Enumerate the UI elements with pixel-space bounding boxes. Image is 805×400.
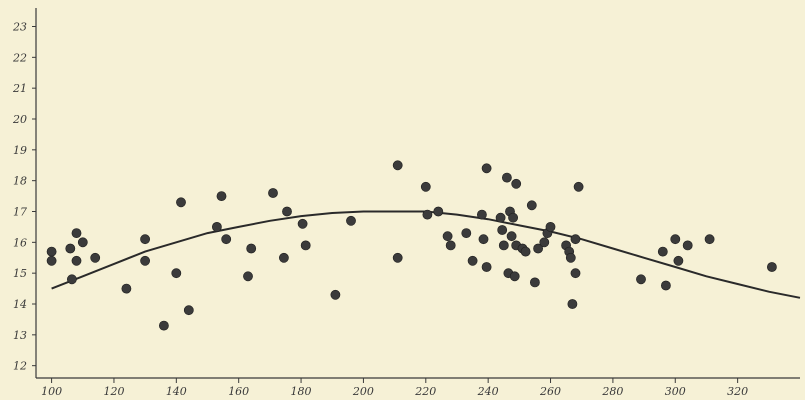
data-point: [71, 255, 82, 266]
data-point: [330, 289, 341, 300]
x-tick-label: 200: [352, 385, 374, 398]
data-point: [46, 246, 57, 257]
data-point: [246, 243, 257, 254]
data-point: [140, 234, 150, 245]
data-point: [661, 280, 671, 291]
data-point: [140, 255, 150, 266]
y-axis-ticks: 12 13 14 15 16 17 18 19 20 21 22 23: [12, 21, 36, 373]
data-point: [282, 206, 292, 217]
data-point: [467, 255, 478, 266]
y-tick-label: 21: [12, 82, 27, 95]
data-point: [476, 209, 487, 220]
data-point: [171, 268, 182, 279]
data-point: [570, 268, 581, 279]
data-point: [501, 172, 512, 183]
y-tick-label: 12: [13, 360, 27, 373]
data-point: [346, 215, 356, 226]
data-point: [526, 200, 537, 211]
data-point: [498, 240, 509, 251]
data-point: [300, 240, 311, 251]
data-point: [442, 231, 453, 242]
data-point: [481, 262, 492, 272]
data-point: [506, 231, 517, 242]
x-tick-label: 280: [601, 385, 623, 398]
data-point: [216, 191, 227, 201]
data-point: [433, 206, 444, 217]
data-point: [243, 271, 253, 282]
x-tick-label: 260: [539, 385, 561, 398]
y-tick-label: 13: [13, 329, 27, 342]
data-point: [392, 160, 403, 171]
data-point: [422, 209, 433, 220]
y-tick-label: 20: [12, 113, 27, 126]
y-tick-label: 14: [13, 298, 27, 311]
x-tick-label: 160: [228, 385, 249, 398]
x-tick-label: 100: [41, 385, 62, 398]
data-point: [570, 234, 581, 245]
x-axis-ticks: 100 120 140 160 180 200 220 240 260 280 300 320: [41, 378, 748, 398]
y-tick-label: 18: [13, 175, 27, 188]
data-point: [420, 181, 431, 192]
data-point: [657, 246, 668, 257]
data-point: [392, 252, 403, 263]
data-point: [495, 212, 506, 223]
x-tick-label: 300: [665, 385, 686, 398]
y-tick-label: 17: [13, 206, 27, 219]
data-point: [121, 283, 132, 294]
data-point: [573, 181, 584, 192]
y-tick-label: 15: [13, 267, 27, 280]
data-point: [673, 255, 684, 266]
data-point: [704, 234, 715, 245]
data-point: [71, 228, 82, 238]
data-point: [682, 240, 693, 251]
data-point: [211, 221, 222, 232]
x-tick-label: 240: [477, 385, 499, 398]
data-point: [481, 163, 492, 174]
data-point: [533, 243, 543, 254]
x-tick-label: 320: [727, 385, 748, 398]
data-point: [67, 274, 77, 285]
data-point: [278, 252, 289, 263]
data-point: [65, 243, 76, 254]
data-point: [539, 237, 550, 248]
data-point: [478, 234, 489, 245]
data-point: [509, 271, 520, 282]
x-tick-label: 180: [291, 385, 312, 398]
data-point: [77, 237, 88, 248]
data-point: [520, 246, 531, 257]
data-point: [176, 197, 186, 208]
y-tick-label: 22: [12, 51, 27, 64]
data-point: [158, 320, 169, 331]
data-point: [221, 234, 232, 245]
x-tick-label: 140: [166, 385, 187, 398]
data-point: [567, 299, 578, 309]
y-tick-label: 23: [12, 21, 27, 34]
data-point: [511, 178, 522, 189]
axes: [35, 8, 800, 379]
x-tick-label: 220: [414, 385, 436, 398]
data-point: [508, 212, 518, 223]
data-points-layer: [46, 160, 777, 331]
data-point: [497, 225, 508, 235]
data-point: [767, 262, 777, 272]
y-tick-label: 16: [13, 236, 27, 249]
data-point: [90, 252, 101, 263]
data-point: [565, 252, 576, 263]
data-point: [297, 218, 308, 229]
data-point: [530, 277, 540, 288]
data-point: [636, 274, 646, 285]
data-point: [670, 234, 681, 245]
data-point: [268, 188, 278, 198]
data-point: [445, 240, 456, 251]
data-point: [46, 255, 57, 266]
data-point: [545, 221, 556, 232]
data-point: [461, 228, 472, 238]
x-tick-label: 120: [103, 385, 124, 398]
y-tick-label: 19: [13, 144, 27, 157]
data-point: [183, 305, 194, 316]
